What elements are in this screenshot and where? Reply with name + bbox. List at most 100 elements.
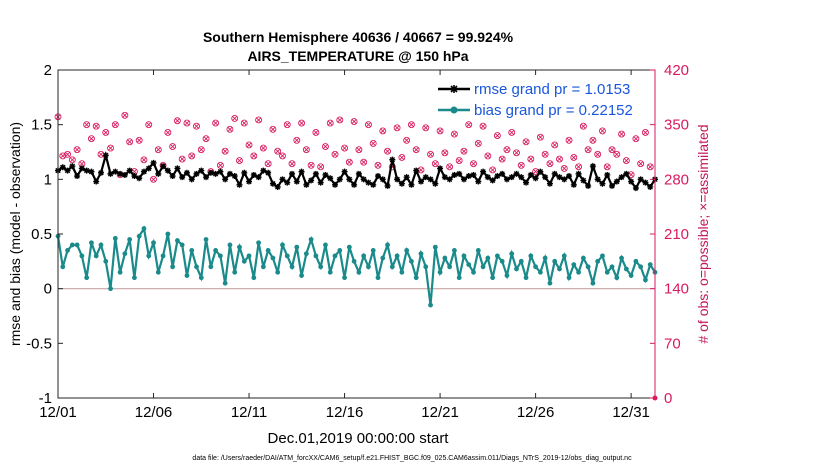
obs-possible-marker bbox=[350, 118, 358, 125]
rmse-point bbox=[527, 171, 534, 178]
obs-possible-marker bbox=[226, 125, 234, 133]
rmse-point bbox=[398, 180, 405, 187]
obs-assimilated-marker bbox=[619, 131, 625, 137]
obs-possible-marker bbox=[140, 156, 148, 164]
rmse-point bbox=[274, 183, 281, 190]
obs-possible-marker bbox=[513, 149, 520, 157]
bias-point bbox=[628, 273, 634, 278]
bias-point bbox=[98, 242, 104, 248]
bias-point bbox=[84, 275, 90, 281]
bias-point bbox=[246, 253, 252, 259]
rmse-point bbox=[384, 182, 391, 189]
bias-point bbox=[385, 242, 390, 248]
rmse-point bbox=[346, 176, 353, 183]
y-right-tick-label: 0 bbox=[664, 390, 672, 407]
bias-point bbox=[471, 269, 476, 275]
bias-point bbox=[79, 253, 85, 259]
obs-possible-marker bbox=[608, 146, 616, 154]
bias-point bbox=[647, 262, 653, 268]
rmse-point bbox=[489, 177, 496, 184]
y-right-tick-label: 280 bbox=[664, 171, 689, 188]
rmse-point bbox=[179, 174, 186, 181]
rmse-point bbox=[609, 182, 616, 189]
obs-possible-marker bbox=[508, 129, 516, 136]
chart-title: Southern Hemisphere 40636 / 40667 = 99.9… bbox=[203, 29, 514, 45]
obs-assimilated-marker bbox=[103, 129, 109, 135]
obs-assimilated-marker bbox=[504, 147, 510, 153]
rmse-point bbox=[222, 176, 229, 183]
rmse-point bbox=[226, 170, 233, 177]
obs-assimilated-marker bbox=[165, 129, 171, 135]
obs-assimilated-marker bbox=[222, 148, 228, 154]
obs-possible-marker bbox=[150, 175, 157, 183]
obs-assimilated-marker bbox=[69, 157, 75, 163]
obs-assimilated-marker bbox=[170, 144, 176, 150]
bias-point bbox=[260, 264, 266, 270]
obs-possible-marker bbox=[575, 163, 583, 171]
obs-assimilated-marker bbox=[227, 126, 233, 132]
obs-assimilated-marker bbox=[65, 151, 71, 157]
legend-rmse-marker bbox=[450, 85, 458, 93]
rmse-point bbox=[150, 159, 157, 166]
rmse-point bbox=[327, 175, 334, 182]
obs-possible-marker bbox=[589, 136, 597, 144]
rmse-point bbox=[513, 170, 520, 177]
rmse-point bbox=[308, 177, 315, 184]
rmse-point bbox=[551, 170, 558, 177]
obs-assimilated-marker bbox=[127, 139, 133, 145]
obs-possible-marker bbox=[126, 138, 134, 146]
obs-possible-marker bbox=[145, 121, 153, 129]
obs-assimilated-marker bbox=[179, 156, 185, 162]
bias-point bbox=[466, 262, 472, 268]
obs-assimilated-marker bbox=[193, 123, 200, 129]
obs-possible-marker bbox=[527, 155, 535, 163]
rmse-point bbox=[217, 168, 224, 175]
rmse-point bbox=[121, 171, 128, 178]
obs-possible-marker bbox=[188, 152, 196, 160]
obs-assimilated-marker bbox=[404, 137, 410, 143]
bias-point bbox=[141, 226, 147, 231]
bias-point bbox=[332, 253, 338, 259]
y-tick-label: 1 bbox=[44, 171, 52, 188]
obs-possible-marker bbox=[288, 160, 296, 168]
obs-assimilated-marker bbox=[74, 147, 80, 153]
bias-point bbox=[175, 238, 180, 243]
bias-point bbox=[623, 266, 629, 272]
bias-point bbox=[103, 258, 109, 264]
obs-assimilated-marker bbox=[108, 145, 114, 151]
bias-point bbox=[518, 258, 524, 264]
obs-possible-marker bbox=[493, 132, 501, 140]
obs-assimilated-marker bbox=[236, 158, 243, 164]
obs-possible-marker bbox=[250, 152, 258, 160]
rmse-point bbox=[164, 167, 171, 174]
bias-point bbox=[394, 253, 400, 259]
obs-possible-marker bbox=[479, 122, 487, 130]
rmse-point bbox=[613, 178, 620, 185]
obs-assimilated-marker bbox=[408, 122, 414, 128]
legend-bias-label: bias grand pr = 0.22152 bbox=[474, 102, 633, 119]
obs-assimilated-marker bbox=[327, 120, 333, 126]
obs-possible-marker bbox=[369, 139, 377, 147]
obs-assimilated-marker bbox=[399, 154, 405, 160]
obs-possible-marker bbox=[379, 127, 387, 135]
rmse-point bbox=[556, 174, 563, 181]
obs-possible-marker bbox=[164, 129, 172, 136]
bias-point bbox=[280, 242, 285, 248]
obs-possible-marker bbox=[197, 146, 205, 154]
bias-point bbox=[437, 269, 443, 275]
rmse-point bbox=[499, 170, 506, 177]
obs-assimilated-marker bbox=[595, 151, 601, 157]
obs-possible-marker bbox=[599, 127, 606, 135]
rmse-point bbox=[432, 180, 439, 187]
bias-point bbox=[74, 242, 80, 248]
obs-possible-marker bbox=[298, 119, 306, 127]
obs-possible-marker bbox=[312, 129, 320, 136]
bias-point bbox=[442, 255, 448, 261]
obs-possible-marker bbox=[498, 155, 506, 163]
rmse-point bbox=[561, 176, 568, 183]
obs-possible-marker bbox=[556, 155, 563, 163]
bias-point bbox=[179, 242, 185, 248]
obs-possible-marker bbox=[178, 155, 186, 163]
bias-point bbox=[132, 275, 137, 281]
obs-assimilated-marker bbox=[614, 151, 620, 157]
